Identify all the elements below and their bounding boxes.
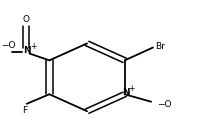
Text: Br: Br	[155, 42, 165, 51]
Text: F: F	[22, 106, 27, 115]
Text: −O: −O	[1, 41, 15, 50]
Text: −O: −O	[157, 100, 171, 109]
Text: O: O	[22, 15, 29, 24]
Text: N: N	[23, 46, 31, 55]
Text: +: +	[30, 42, 36, 51]
Text: +: +	[129, 84, 135, 93]
Text: N: N	[122, 88, 129, 97]
